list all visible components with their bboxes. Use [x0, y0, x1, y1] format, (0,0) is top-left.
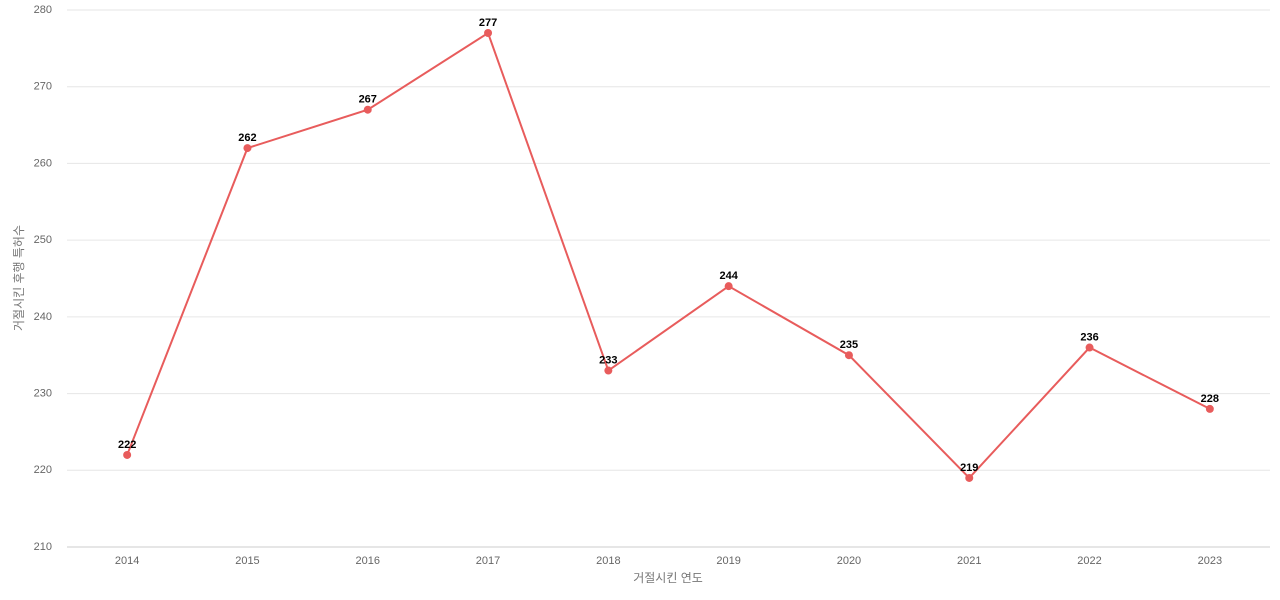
y-tick-label: 220 [34, 464, 52, 476]
data-point [965, 473, 974, 482]
data-label: 262 [238, 132, 256, 144]
x-tick-label: 2021 [957, 555, 981, 567]
y-tick-label: 260 [34, 157, 52, 169]
data-point [363, 105, 372, 114]
data-point [243, 144, 252, 153]
data-point [724, 282, 733, 291]
y-tick-label: 240 [34, 311, 52, 323]
data-point [844, 351, 853, 360]
data-label: 219 [960, 462, 978, 474]
data-label: 244 [719, 270, 738, 282]
x-tick-label: 2023 [1198, 555, 1222, 567]
x-tick-label: 2017 [476, 555, 500, 567]
y-tick-label: 280 [34, 4, 52, 16]
x-tick-label: 2019 [716, 555, 740, 567]
data-label: 267 [359, 94, 377, 106]
data-point [1205, 404, 1214, 413]
y-tick-label: 230 [34, 387, 52, 399]
y-tick-label: 250 [34, 234, 52, 246]
data-label: 233 [599, 354, 617, 366]
x-tick-label: 2022 [1077, 555, 1101, 567]
data-point [604, 366, 613, 375]
data-point [123, 450, 132, 459]
data-point [1085, 343, 1094, 352]
data-label: 235 [840, 339, 858, 351]
y-tick-label: 270 [34, 81, 52, 93]
x-tick-label: 2018 [596, 555, 620, 567]
data-point [484, 29, 493, 38]
data-label: 222 [118, 439, 136, 451]
x-tick-label: 2016 [356, 555, 380, 567]
data-label: 236 [1080, 331, 1098, 343]
data-line [126, 31, 1211, 480]
x-tick-label: 2020 [837, 555, 861, 567]
x-axis-title: 거절시킨 연도 [633, 571, 703, 585]
data-label: 228 [1201, 393, 1219, 405]
data-label: 277 [479, 17, 497, 29]
x-tick-label: 2014 [115, 555, 139, 567]
x-tick-label: 2015 [235, 555, 259, 567]
y-axis-title: 거절시킨 후행 특허수 [11, 225, 26, 331]
y-tick-label: 210 [34, 541, 52, 553]
